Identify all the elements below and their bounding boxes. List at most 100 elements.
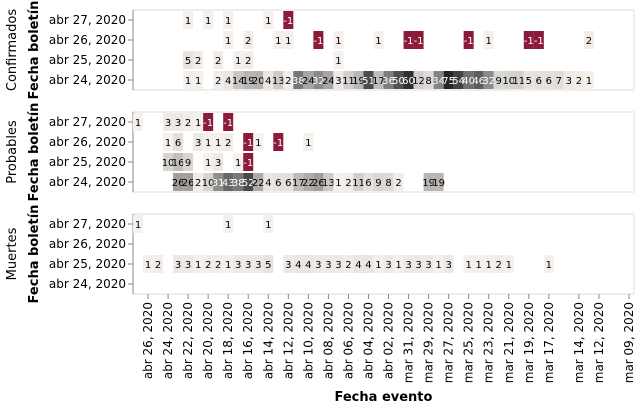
cell-value-label: 22 [302,178,315,189]
cell-value-label: 2 [195,178,201,189]
cell-value-label: -1 [273,138,283,149]
heatmap-cell [533,31,544,49]
cell-value-label: 8 [385,178,391,189]
heatmap-cell [243,173,254,191]
cell-value-label: 1 [335,36,341,47]
cell-value-label: 22 [252,178,265,189]
cell-value-label: 2 [215,76,221,87]
cell-value-label: 38 [292,76,305,87]
heatmap-cell [363,173,374,191]
heatmap-cell [533,71,544,89]
cell-value-label: -1 [313,36,323,47]
cell-value-label: 3 [405,260,411,271]
cell-value-label: 2 [285,76,291,87]
cell-value-label: 2 [345,178,351,189]
cell-value-label: 2 [205,260,211,271]
cell-value-label: 1 [235,56,241,67]
cell-value-label: 26 [182,178,195,189]
cell-value-label: 9 [496,76,502,87]
y-tick-label: abr 24, 2020 [49,73,126,87]
cell-value-label: 1 [465,260,471,271]
heatmap-cell [493,255,504,273]
cell-value-label: 5 [526,76,532,87]
cell-value-label: 3 [195,138,201,149]
cell-value-label: 3 [285,260,291,271]
cell-value-label: 1 [375,36,381,47]
cell-value-label: 2 [195,56,201,67]
heatmap-cell [383,173,394,191]
heatmap-cell [543,255,554,273]
heatmap-cell [243,133,254,151]
heatmap-cell [213,173,224,191]
heatmap-cell [193,133,204,151]
heatmap-cell [323,255,334,273]
cell-value-label: 1 [265,220,271,231]
cell-value-label: 2 [586,36,592,47]
cell-value-label: 16 [172,158,185,169]
cell-value-label: 2 [496,260,502,271]
heatmap-cell [213,71,224,89]
x-tick-label: mar 21, 2020 [502,302,516,383]
x-tick-label: mar 23, 2020 [482,302,496,383]
cell-value-label: 2 [245,36,251,47]
heatmap-cell [373,255,384,273]
cell-value-label: 2 [245,56,251,67]
cell-value-label: 46 [472,76,485,87]
cell-value-label: 3 [215,158,221,169]
x-tick-label: abr 20, 2020 [201,302,215,379]
cell-value-label: 6 [175,138,181,149]
heatmap-cell [293,255,304,273]
cell-value-label: 1 [285,36,291,47]
cell-value-label: 1 [486,36,492,47]
cell-value-label: 9 [185,158,191,169]
heatmap-cell [173,133,184,151]
heatmap-cell [163,153,174,171]
heatmap-cell [213,255,224,273]
y-tick-label: abr 25, 2020 [49,155,126,169]
cell-value-label: -1 [524,36,534,47]
cell-value-label: 2 [395,178,401,189]
heatmap-cell [233,173,244,191]
y-tick-label: abr 25, 2020 [49,53,126,67]
heatmap-cell [443,71,454,89]
x-tick-label: mar 31, 2020 [402,302,416,383]
cell-value-label: 24 [302,76,315,87]
heatmap-cell [323,173,334,191]
heatmap-cell [293,173,304,191]
cell-value-label: 60 [402,76,415,87]
cell-value-label: 1 [476,260,482,271]
cell-value-label: 1 [195,260,201,271]
cell-value-label: 1 [225,220,231,231]
heatmap-cell [203,11,214,29]
heatmap-cell [413,255,424,273]
heatmap-cell [233,153,244,171]
heatmap-cell [423,173,434,191]
heatmap-cell [423,255,434,273]
cell-value-label: 26 [312,178,325,189]
heatmap-cell [243,71,254,89]
heatmap-cell [163,113,174,131]
x-tick-label: abr 10, 2020 [301,302,315,379]
heatmap-cell [333,255,344,273]
heatmap-cell [433,173,444,191]
heatmap-cell [363,255,374,273]
heatmap-cell [433,255,444,273]
heatmap-cell [233,51,244,69]
cell-value-label: 51 [362,76,375,87]
heatmap-cell [343,71,354,89]
cell-value-label: 4 [355,260,361,271]
heatmap-cell [253,71,264,89]
x-tick-label: abr 22, 2020 [181,302,195,379]
heatmap-cell [173,113,184,131]
cell-value-label: -1 [464,36,474,47]
y-tick-label: abr 25, 2020 [49,257,126,271]
heatmap-cell [353,71,364,89]
heatmap-cell [273,71,284,89]
heatmap-cell [153,255,164,273]
cell-value-label: -1 [243,158,253,169]
x-tick-label: abr 08, 2020 [321,302,335,379]
heatmap-cell [203,255,214,273]
cell-value-label: 3 [445,260,451,271]
heatmap-cell [243,31,254,49]
cell-value-label: 32 [312,76,325,87]
